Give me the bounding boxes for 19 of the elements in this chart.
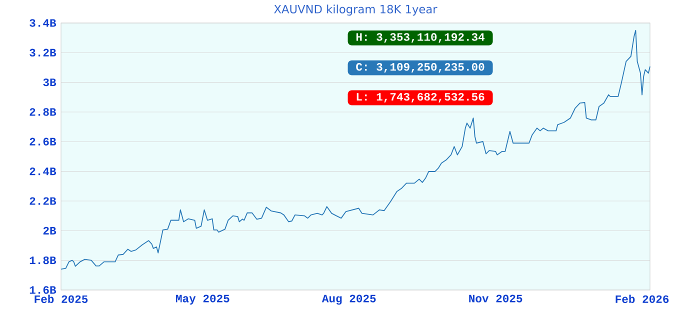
y-tick-label: 3.4B — [30, 19, 56, 27]
annotation: L: 1,743,682,532.56 — [356, 92, 484, 103]
y-tick-label: 2.8B — [30, 108, 56, 116]
y-tick-label: 2.6B — [30, 138, 56, 146]
x-tick-label: Feb 2025 — [34, 294, 88, 304]
annotation: H: 3,353,110,192.34 — [356, 33, 485, 43]
x-tick-label: May 2025 — [176, 294, 230, 305]
annotation: C: 3,109,250,235.00 — [356, 63, 484, 73]
y-tick-label: 2B — [43, 226, 56, 234]
y-tick-label: 1.6B — [30, 286, 56, 294]
y-tick-label: 1.8B — [30, 256, 56, 264]
x-tick-label: Aug 2025 — [322, 294, 376, 305]
x-tick-label: Feb 2026 — [616, 294, 669, 304]
y-tick-label: 2.2B — [30, 197, 56, 205]
y-tick-label: 3B — [43, 78, 56, 86]
y-tick-label: 2.4B — [30, 168, 56, 176]
chart-title: XAUVND kilogram 18K 1year — [274, 4, 438, 16]
y-tick-label: 3.2B — [30, 48, 56, 57]
x-tick-label: Nov 2025 — [469, 294, 522, 302]
